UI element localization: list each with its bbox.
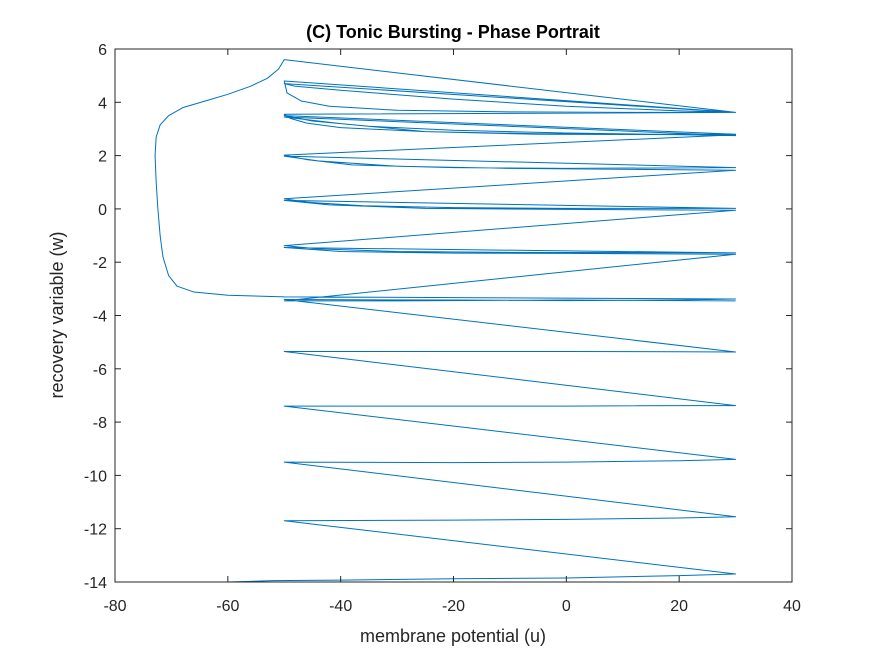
- x-axis-ticks: -80 -60 -40 -20 0 20 40: [103, 49, 801, 615]
- y-tick-label: 4: [98, 95, 107, 112]
- x-axis-label: membrane potential (u): [360, 626, 546, 646]
- y-tick-label: -10: [84, 468, 107, 485]
- x-tick-label: -40: [329, 598, 352, 615]
- y-axis-label: recovery variable (w): [47, 231, 67, 398]
- y-tick-label: -14: [84, 575, 107, 592]
- y-tick-label: 2: [98, 149, 107, 166]
- x-tick-label: 20: [670, 598, 688, 615]
- y-tick-label: -8: [93, 415, 107, 432]
- y-tick-label: -12: [84, 522, 107, 539]
- x-tick-label: -20: [442, 598, 465, 615]
- y-tick-label: -2: [93, 255, 107, 272]
- x-tick-label: -80: [103, 598, 126, 615]
- x-tick-label: 0: [562, 598, 571, 615]
- y-tick-label: -6: [93, 362, 107, 379]
- y-tick-label: -4: [93, 309, 107, 326]
- chart-title: (C) Tonic Bursting - Phase Portrait: [306, 22, 600, 42]
- data-layer: [154, 59, 737, 583]
- x-tick-label: 40: [783, 598, 801, 615]
- y-tick-label: 0: [98, 202, 107, 219]
- x-tick-label: -60: [216, 598, 239, 615]
- y-axis-ticks: -14 -12 -10 -8 -6 -4 -2 0 2 4 6: [84, 42, 792, 592]
- trajectory-line: [154, 59, 737, 583]
- plot-area: [115, 49, 792, 582]
- y-tick-label: 6: [98, 42, 107, 59]
